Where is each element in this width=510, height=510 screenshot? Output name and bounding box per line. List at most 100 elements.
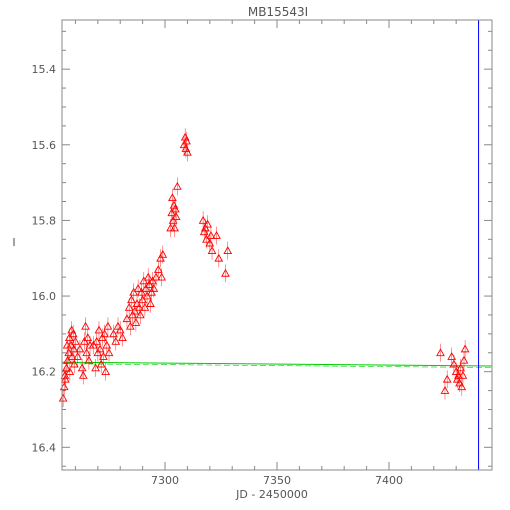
x-tick-label: 7400: [375, 474, 403, 487]
y-tick-label: 16.2: [32, 366, 57, 379]
x-tick-label: 7350: [263, 474, 291, 487]
data-point: [111, 336, 121, 345]
data-point: [83, 333, 93, 341]
data-point: [442, 374, 452, 383]
y-tick-label: 16.0: [32, 290, 57, 303]
data-point: [95, 344, 105, 353]
data-point: [60, 374, 70, 383]
data-point: [58, 393, 68, 402]
x-axis-label: JD - 2450000: [235, 488, 308, 501]
data-point: [94, 325, 104, 334]
data-point: [200, 223, 210, 232]
data-point: [84, 355, 94, 364]
data-point: [144, 280, 154, 289]
data-point: [146, 299, 155, 307]
data-point: [203, 219, 212, 228]
y-tick-label: 15.6: [32, 139, 57, 152]
data-point: [91, 363, 100, 372]
data-point: [221, 268, 230, 277]
data-point: [100, 329, 109, 338]
data-point: [104, 348, 114, 357]
data-point: [136, 310, 145, 319]
data-point: [97, 333, 107, 341]
data-point: [449, 359, 459, 368]
data-point: [223, 246, 233, 255]
data-point: [170, 204, 180, 213]
data-point: [457, 382, 467, 391]
data-point: [125, 321, 135, 330]
data-point: [88, 340, 98, 349]
data-point: [96, 359, 106, 368]
data-point: [182, 136, 191, 145]
data-point: [170, 223, 180, 232]
data-point: [69, 359, 79, 368]
data-point: [63, 355, 72, 364]
data-point: [212, 231, 221, 239]
data-point: [129, 287, 139, 296]
plot-area: 7300 7350 7400 15.4 15.6 15.8 16.0 16.2 16.4: [32, 20, 493, 487]
data-point: [436, 348, 445, 357]
data-point: [115, 325, 125, 334]
data-point: [171, 212, 181, 220]
y-tick-label: 15.8: [32, 214, 57, 227]
data-point: [458, 370, 468, 379]
data-point: [139, 276, 149, 285]
plot-frame: [61, 19, 493, 471]
data-point: [102, 340, 112, 349]
data-point: [137, 287, 146, 296]
data-point: [140, 302, 150, 311]
data-point: [99, 352, 108, 360]
y-axis-label: I: [12, 236, 15, 249]
data-point: [77, 363, 87, 372]
data-point: [153, 265, 163, 273]
data-point: [147, 287, 156, 296]
data-point: [131, 317, 141, 326]
data-point: [80, 336, 89, 345]
data-point: [122, 314, 132, 323]
data-point: [456, 363, 466, 372]
data-point: [73, 352, 83, 360]
data-point: [65, 367, 75, 376]
baseline-line: [61, 361, 493, 367]
data-point: [92, 336, 102, 345]
data-point: [93, 348, 103, 357]
data-point: [113, 321, 123, 330]
data-point: [118, 333, 127, 341]
data-point: [172, 181, 182, 190]
data-point: [455, 378, 464, 387]
data-point: [127, 295, 136, 304]
data-point: [78, 370, 88, 379]
data-point: [132, 299, 142, 307]
data-point: [167, 208, 177, 217]
data-point: [60, 370, 70, 379]
data-point: [69, 344, 79, 353]
data-point: [157, 272, 167, 281]
data-point: [207, 246, 217, 255]
y-tick-label: 16.4: [32, 441, 57, 454]
data-point: [75, 344, 85, 353]
data-point: [142, 291, 152, 300]
data-point: [82, 348, 92, 357]
data-point: [205, 238, 215, 247]
data-point: [101, 367, 111, 376]
data-point: [452, 374, 462, 383]
data-point: [206, 231, 216, 239]
data-point: [459, 355, 469, 364]
data-point: [198, 215, 208, 224]
data-point: [81, 321, 90, 330]
data-point: [62, 340, 72, 349]
data-point: [440, 386, 450, 394]
data-point: [141, 283, 151, 292]
data-point: [103, 321, 113, 330]
y-tick-label: 15.4: [32, 63, 57, 76]
data-point: [109, 329, 118, 338]
data-point: [214, 253, 224, 262]
data-point: [202, 234, 211, 243]
data-point: [67, 325, 76, 334]
data-point: [454, 370, 463, 379]
x-tick-label: 7300: [151, 474, 179, 487]
data-point: [143, 272, 153, 281]
data-point: [183, 147, 192, 156]
data-point: [460, 344, 470, 353]
